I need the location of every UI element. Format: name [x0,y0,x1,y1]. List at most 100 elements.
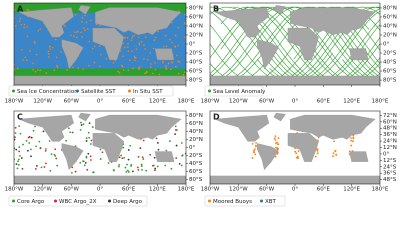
observation-point [137,168,140,171]
panel-label: B [213,5,219,14]
observation-point [174,34,177,37]
observation-point [164,34,167,37]
lon-tick-label: 60°W [64,99,80,105]
observation-point [118,156,121,159]
observation-point [79,128,82,131]
lon-tick-label: 180°E [178,187,195,193]
observation-point [134,59,136,61]
observation-point [141,156,144,159]
observation-point [126,36,129,39]
observation-point [294,150,297,153]
observation-point [255,141,257,144]
observation-point [332,155,334,157]
observation-point [90,19,92,22]
legend-label: Sea Level Anomaly [213,89,266,95]
observation-point [178,162,181,165]
observation-point [30,155,32,158]
observation-point [67,127,70,130]
lat-tick-label: 20°S [189,153,203,159]
lat-tick-label: 24°S [383,164,397,170]
observation-point [18,146,21,149]
observation-point [39,69,42,72]
observation-point [163,45,165,48]
observation-point [20,157,23,159]
observation-point [174,125,177,128]
observation-point [55,157,58,160]
observation-point [56,66,59,69]
observation-point [47,53,50,55]
legend-box [8,85,174,97]
observation-point [84,161,87,164]
observation-point [274,155,277,158]
lat-tick-label: 40°N [189,23,203,29]
observation-point [19,17,22,20]
lon-tick-label: 120°W [229,99,248,105]
observation-point [42,130,45,133]
observation-point [130,165,132,167]
observation-point [296,155,299,158]
observation-point [54,148,57,151]
observation-point [316,152,319,155]
observation-point [140,40,143,43]
lat-tick-label: 80°N [383,5,397,11]
observation-point [138,68,140,70]
observation-point [21,48,23,51]
observation-point [132,67,134,70]
observation-point [17,160,19,163]
observation-point [14,9,16,11]
observation-point [164,164,167,167]
observation-point [316,148,319,150]
observation-point [80,31,82,34]
observation-point [334,150,336,153]
observation-point [157,148,160,151]
observation-point [162,62,164,64]
observation-point [80,124,83,126]
lon-tick-label: 120°W [229,187,248,193]
map-panel: A 180°W 120°W 60°W 0° 60°E 120°E 180°E 80°N 60°N 4… [5,2,203,105]
observation-point [98,65,101,68]
legend-marker [208,89,211,93]
observation-point [165,68,168,70]
observation-point [18,150,21,153]
observation-point [145,71,148,74]
lon-tick-label: 120°W [33,99,52,105]
observation-point [126,169,129,172]
observation-point [170,167,173,170]
observation-point [14,132,17,134]
observation-point [178,61,181,63]
observation-point [98,45,101,47]
observation-point [14,126,17,129]
observation-point [174,129,177,131]
observation-point [361,50,362,51]
map-content [14,112,186,184]
observation-point [142,139,145,142]
observation-point [149,52,152,54]
legend-marker [12,89,15,93]
observation-point [44,148,47,150]
observation-point [140,165,143,168]
observation-point [332,152,335,155]
observation-point [122,146,125,149]
observation-point [112,169,115,171]
observation-point [29,50,31,52]
observation-point [26,149,29,152]
lat-tick-label: 0° [383,151,389,157]
observation-point [129,144,132,147]
observation-point [180,164,183,167]
observation-point [87,131,90,134]
observation-point [171,21,173,24]
observation-point [23,26,25,29]
legend-label: In Situ SST [133,89,163,95]
observation-point [175,144,178,147]
observation-point [274,135,277,138]
lon-tick-label: 60°E [317,99,331,105]
lat-tick-label: 80°S [189,177,203,183]
lon-tick-label: 180°W [201,99,220,105]
observation-point [55,56,58,59]
observation-point [123,36,126,39]
observation-point [101,151,104,154]
lat-tick-label: 24°N [383,139,397,145]
observation-point [127,158,130,161]
observation-point [85,155,88,158]
